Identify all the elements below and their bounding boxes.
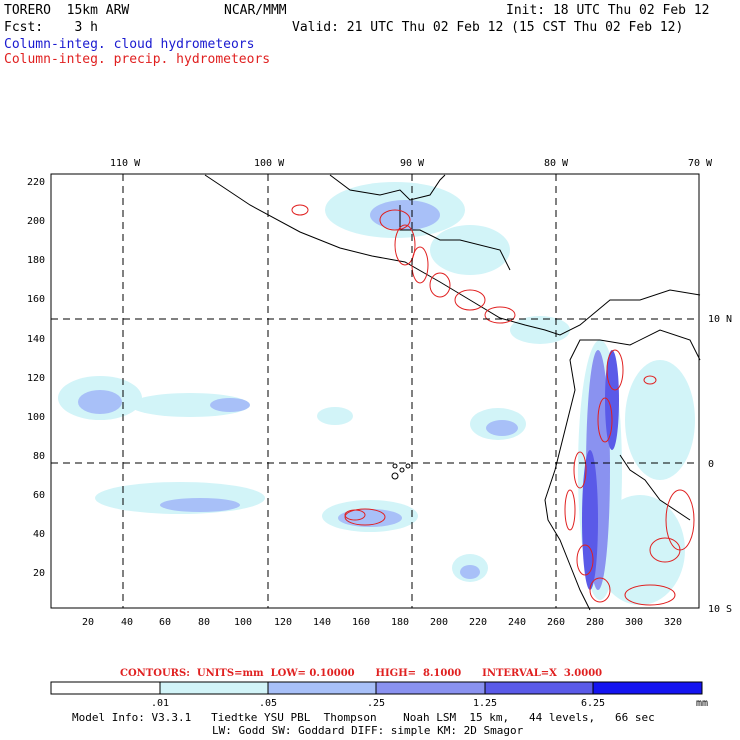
y-tick: 100 — [27, 412, 45, 423]
legend-label: 1.25 — [473, 698, 497, 709]
y-tick: 220 — [27, 177, 45, 188]
legend-label: 6.25 — [581, 698, 605, 709]
lat-label: 10 S — [708, 604, 732, 615]
x-tick: 260 — [547, 617, 565, 628]
x-tick: 80 — [198, 617, 210, 628]
y-tick: 80 — [33, 451, 45, 462]
model-title: TORERO 15km ARW — [4, 3, 130, 18]
legend-swatch — [267, 681, 377, 695]
x-tick: 140 — [313, 617, 331, 628]
lon-label: 90 W — [400, 158, 425, 169]
coastline — [204, 174, 701, 611]
graticule — [51, 174, 699, 608]
model-info: Model Info: V3.3.1 Tiedtke YSU PBL Thomp… — [72, 711, 655, 724]
lon-label: 80 W — [544, 158, 569, 169]
y-tick: 20 — [33, 568, 45, 579]
x-tick: 200 — [430, 617, 448, 628]
y-tick: 140 — [27, 334, 45, 345]
cloud-shading — [58, 182, 695, 605]
forecast-map: 110 W 100 W 90 W 80 W 70 W 10 N 0 10 S 2… — [27, 158, 732, 628]
legend-label: .05 — [259, 698, 277, 709]
color-legend: .01 .05 .25 1.25 6.25 mm — [50, 681, 708, 709]
org-label: NCAR/MMM — [224, 3, 287, 18]
y-tick: 120 — [27, 373, 45, 384]
x-tick-labels: 20 40 60 80 100 120 140 160 180 200 220 … — [82, 617, 682, 628]
field-cloud-label: Column-integ. cloud hydrometeors — [4, 37, 255, 52]
y-tick-labels: 220 200 180 160 140 120 100 80 60 40 20 — [27, 177, 45, 579]
init-time: Init: 18 UTC Thu 02 Feb 12 — [506, 3, 710, 18]
legend-label: .01 — [151, 698, 169, 709]
forecast-hour: Fcst: 3 h — [4, 20, 98, 35]
legend-swatch — [50, 681, 161, 695]
legend-swatch — [375, 681, 486, 695]
lat-label: 10 N — [708, 314, 732, 325]
precip-contours — [291, 204, 695, 606]
valid-time: Valid: 21 UTC Thu 02 Feb 12 (15 CST Thu … — [292, 20, 684, 35]
y-tick: 200 — [27, 216, 45, 227]
lon-label: 110 W — [110, 158, 141, 169]
x-tick: 20 — [82, 617, 94, 628]
y-tick: 180 — [27, 255, 45, 266]
x-tick: 300 — [625, 617, 643, 628]
field-precip-label: Column-integ. precip. hydrometeors — [4, 52, 271, 67]
lon-label: 100 W — [254, 158, 285, 169]
legend-swatch — [159, 681, 269, 695]
legend-label: .25 — [367, 698, 385, 709]
x-tick: 160 — [352, 617, 370, 628]
contours-info: CONTOURS: UNITS=mm LOW= 0.10000 HIGH= 8.… — [120, 668, 603, 679]
legend-swatch — [592, 681, 703, 695]
y-tick: 40 — [33, 529, 45, 540]
x-tick: 120 — [274, 617, 292, 628]
x-tick: 40 — [121, 617, 133, 628]
x-tick: 240 — [508, 617, 526, 628]
x-tick: 60 — [159, 617, 171, 628]
legend-unit: mm — [696, 698, 708, 709]
lat-label: 0 — [708, 459, 714, 470]
x-tick: 100 — [234, 617, 252, 628]
x-tick: 280 — [586, 617, 604, 628]
y-tick: 60 — [33, 490, 45, 501]
x-tick: 180 — [391, 617, 409, 628]
physics-info: LW: Godd SW: Goddard DIFF: simple KM: 2D… — [212, 724, 524, 737]
longitude-labels: 110 W 100 W 90 W 80 W 70 W — [110, 158, 713, 169]
y-tick: 160 — [27, 294, 45, 305]
x-tick: 320 — [664, 617, 682, 628]
map-frame — [50, 173, 700, 609]
latitude-labels: 10 N 0 10 S — [708, 314, 732, 615]
lon-label: 70 W — [688, 158, 713, 169]
x-tick: 220 — [469, 617, 487, 628]
legend-swatch — [484, 681, 594, 695]
